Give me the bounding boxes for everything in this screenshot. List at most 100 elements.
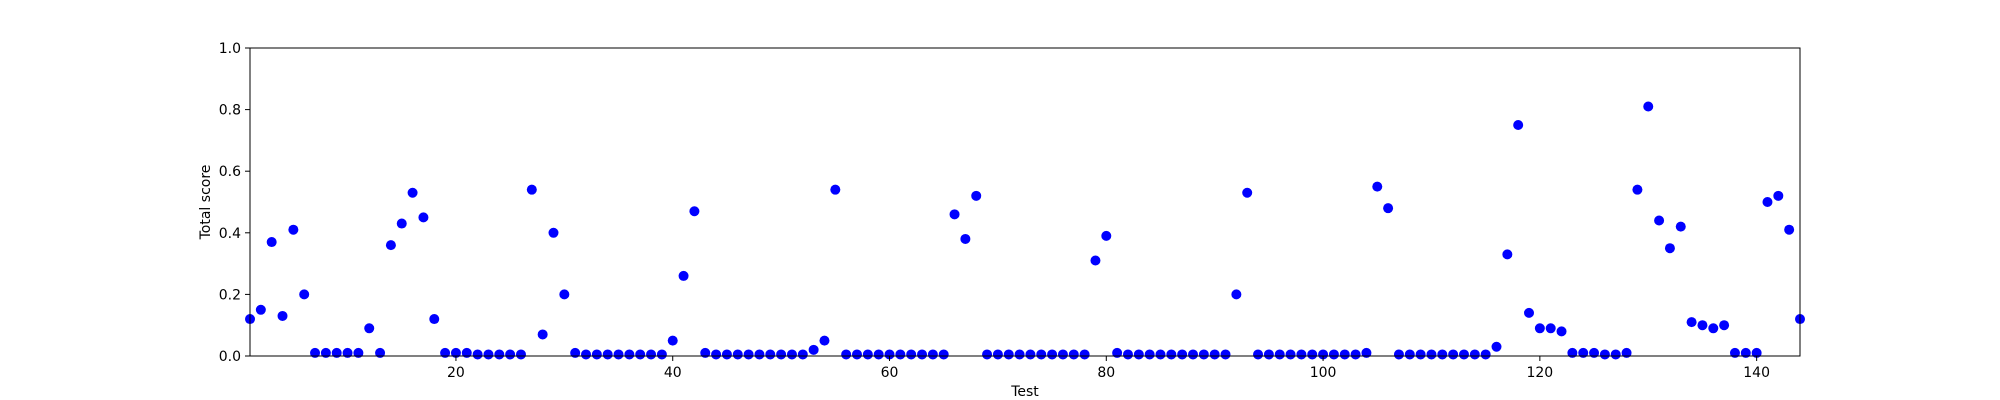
data-point [515,349,526,360]
data-point [299,289,310,300]
data-point [277,310,288,321]
data-point [1263,349,1274,360]
data-point [862,349,873,360]
data-point [494,349,505,360]
data-point [1729,347,1740,358]
data-point [1524,307,1535,318]
data-point [982,349,993,360]
data-point [461,347,472,358]
data-point [1458,349,1469,360]
data-point [1751,347,1762,358]
data-point [960,233,971,244]
data-point [310,347,321,358]
data-point [1567,347,1578,358]
data-point [418,212,429,223]
data-point [1773,190,1784,201]
y-axis-ticks: 0.0 0.2 0.4 0.6 0.8 1.0 [219,41,250,365]
data-point [537,329,548,340]
data-point [895,349,906,360]
data-point [1047,349,1058,360]
data-point [711,349,722,360]
data-point [1654,215,1665,226]
data-point [1762,197,1773,207]
data-point [1350,349,1361,360]
data-point [1090,255,1101,266]
data-point [700,347,711,358]
y-axis-label: Total score [198,165,214,241]
data-point [1740,347,1751,358]
data-point [320,347,331,358]
x-axis-label: Test [1010,384,1039,400]
data-point [786,349,797,360]
data-point [1209,349,1220,360]
y-tick-label: 0.8 [219,103,241,119]
data-point [375,347,386,358]
data-point [472,349,483,360]
data-point [1057,349,1068,360]
data-point [342,347,353,358]
data-point [1513,120,1524,130]
data-point [1697,320,1708,331]
data-point [385,240,396,251]
x-tick-label: 60 [881,365,899,381]
data-point [570,347,581,358]
data-point [927,349,938,360]
data-point [1415,349,1426,360]
data-point [1610,349,1621,360]
data-point [1426,349,1437,360]
data-point [1274,349,1285,360]
data-point [841,349,852,360]
data-point [353,347,364,358]
data-point [1133,349,1144,360]
data-point [1361,347,1372,358]
data-point [797,349,808,360]
data-point [1372,181,1383,192]
data-point [1621,347,1632,358]
y-tick-label: 0.6 [219,164,241,180]
data-point [450,347,461,358]
data-point [1404,349,1415,360]
data-point [1231,289,1242,300]
data-point [949,209,960,220]
data-point [407,187,418,198]
data-point [1253,349,1264,360]
data-point [1188,349,1199,360]
data-point [678,270,689,281]
data-point [689,206,700,217]
data-point [754,349,765,360]
data-point [1155,349,1166,360]
x-tick-label: 120 [1526,365,1553,381]
data-point [364,323,375,334]
data-point [548,227,559,238]
data-point [1242,187,1253,198]
data-point [635,349,646,360]
data-point [581,349,592,360]
plot-area [250,48,1800,356]
x-tick-label: 20 [447,365,465,381]
data-point [602,349,613,360]
data-point [1112,347,1123,358]
data-point [1318,349,1329,360]
data-point [1079,349,1090,360]
data-point [992,349,1003,360]
y-tick-label: 0.4 [219,226,241,242]
data-point [505,349,516,360]
data-point [1166,349,1177,360]
data-point [1448,349,1459,360]
data-point [1578,347,1589,358]
data-point [1480,349,1491,360]
data-point [1664,243,1675,254]
data-point [1003,349,1014,360]
data-point [732,349,743,360]
data-point [1339,349,1350,360]
data-point [624,349,635,360]
data-point [1177,349,1188,360]
data-point [1393,349,1404,360]
data-point [1296,349,1307,360]
data-point [526,184,537,195]
data-point [1502,249,1513,260]
data-point [938,349,949,360]
data-point [396,218,407,229]
data-point [819,335,830,346]
